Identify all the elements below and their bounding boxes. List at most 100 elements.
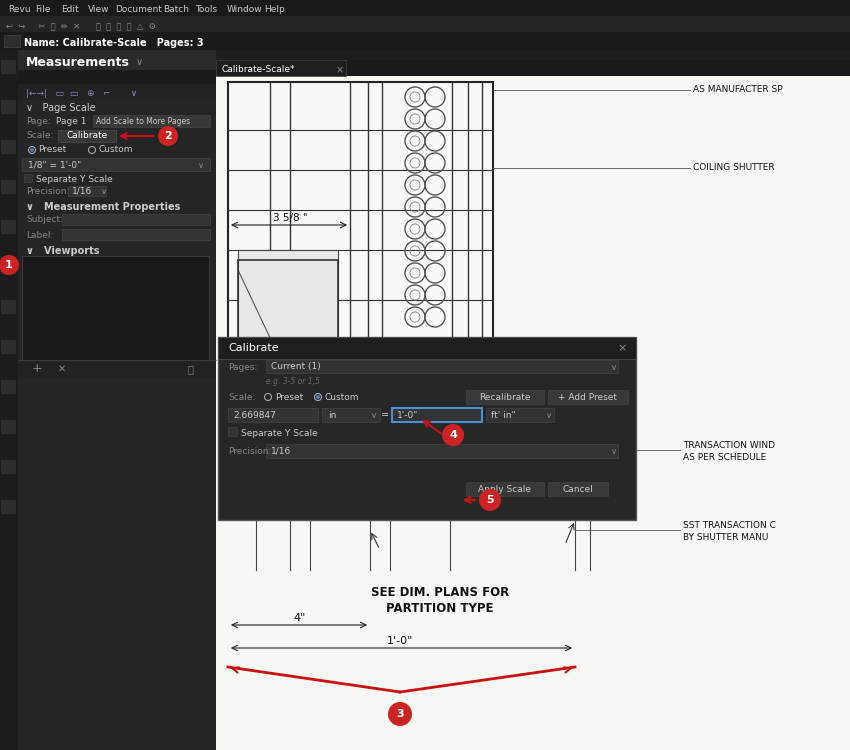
- Text: AS MANUFACTER SP: AS MANUFACTER SP: [693, 86, 783, 94]
- Circle shape: [442, 424, 464, 446]
- Text: ∨   Page Scale: ∨ Page Scale: [26, 103, 95, 113]
- Text: ∨: ∨: [101, 187, 107, 196]
- Text: Measurements: Measurements: [26, 56, 130, 68]
- Text: Scale:: Scale:: [228, 392, 255, 401]
- Bar: [218, 337, 636, 520]
- Text: Precision:: Precision:: [26, 187, 70, 196]
- Bar: [0, 0, 850, 16]
- Text: 1/8" = 1'-0": 1/8" = 1'-0": [28, 160, 82, 170]
- Bar: [18, 212, 216, 227]
- Text: Recalibrate: Recalibrate: [479, 392, 530, 401]
- Bar: [22, 256, 209, 360]
- Text: Preset: Preset: [275, 392, 303, 401]
- Text: ∨: ∨: [371, 410, 377, 419]
- Bar: [62, 229, 210, 240]
- Bar: [466, 390, 544, 404]
- Bar: [216, 60, 346, 76]
- Bar: [18, 172, 216, 184]
- Text: 1'-0": 1'-0": [397, 410, 418, 419]
- Bar: [18, 70, 216, 84]
- Bar: [466, 482, 544, 496]
- Text: 3: 3: [396, 709, 404, 719]
- Text: AS PER SCHEDULE: AS PER SCHEDULE: [683, 452, 766, 461]
- Bar: [22, 158, 210, 171]
- Text: Label:: Label:: [26, 230, 54, 239]
- Text: 1: 1: [5, 260, 13, 270]
- Bar: [1, 60, 16, 74]
- Text: Document: Document: [116, 5, 162, 14]
- Text: Preset: Preset: [38, 146, 66, 154]
- Text: 4": 4": [294, 613, 306, 623]
- Text: =: =: [381, 410, 389, 420]
- Bar: [228, 427, 237, 436]
- Bar: [18, 144, 216, 157]
- Text: ∨: ∨: [136, 57, 143, 67]
- Text: PARTITION TYPE: PARTITION TYPE: [386, 602, 494, 614]
- Text: ✕: ✕: [58, 364, 66, 374]
- Text: Help: Help: [264, 5, 285, 14]
- Bar: [486, 408, 554, 422]
- Bar: [266, 360, 618, 373]
- Circle shape: [158, 126, 178, 146]
- Text: TRANSACTION WIND: TRANSACTION WIND: [683, 440, 775, 449]
- Circle shape: [316, 395, 320, 399]
- Text: Cancel: Cancel: [563, 484, 593, 494]
- Text: 5: 5: [486, 495, 494, 505]
- Text: Calibrate: Calibrate: [66, 131, 108, 140]
- Text: e.g. 3-5 or 1,5: e.g. 3-5 or 1,5: [266, 376, 320, 386]
- Text: Separate Y Scale: Separate Y Scale: [36, 175, 113, 184]
- Text: ↩  ↪     ✂  ⬜  ✏  ✕      🔔  ⬜  🔗  ⬜  △  ⚙: ↩ ↪ ✂ ⬜ ✏ ✕ 🔔 ⬜ 🔗 ⬜ △ ⚙: [6, 22, 156, 31]
- Bar: [18, 184, 216, 198]
- Text: Window: Window: [227, 5, 263, 14]
- Text: ×: ×: [617, 343, 626, 353]
- Text: SST TRANSACTION C: SST TRANSACTION C: [683, 520, 776, 530]
- Bar: [1, 500, 16, 514]
- Bar: [18, 360, 216, 378]
- Text: Page 1: Page 1: [56, 116, 87, 125]
- Bar: [4, 35, 20, 47]
- Bar: [350, 395, 490, 430]
- Text: Precision:: Precision:: [228, 446, 271, 455]
- Text: Revu: Revu: [8, 5, 31, 14]
- Bar: [216, 76, 850, 750]
- Bar: [68, 186, 106, 196]
- Text: 4: 4: [449, 430, 457, 440]
- Bar: [218, 337, 636, 359]
- Text: ×: ×: [336, 65, 344, 75]
- Text: 🗑: 🗑: [188, 364, 194, 374]
- Text: Subject:: Subject:: [26, 215, 63, 224]
- Text: Apply Scale: Apply Scale: [479, 484, 531, 494]
- Bar: [1, 300, 16, 314]
- Text: |←→|   ▭  ▭   ⊕   ⌐       ∨: |←→| ▭ ▭ ⊕ ⌐ ∨: [26, 88, 138, 98]
- Bar: [228, 82, 493, 432]
- Text: ∨: ∨: [611, 362, 617, 371]
- Bar: [1, 260, 16, 274]
- Circle shape: [0, 255, 19, 275]
- Bar: [1, 420, 16, 434]
- Bar: [18, 84, 216, 100]
- Bar: [62, 214, 210, 225]
- Bar: [228, 408, 318, 422]
- Circle shape: [30, 148, 34, 152]
- Text: ft' in": ft' in": [491, 410, 516, 419]
- Bar: [548, 390, 628, 404]
- Text: +: +: [32, 362, 42, 376]
- Circle shape: [388, 702, 412, 726]
- Bar: [1, 460, 16, 474]
- Text: Page:: Page:: [26, 116, 51, 125]
- Bar: [266, 444, 618, 458]
- Text: ∨: ∨: [198, 160, 204, 170]
- Text: Edit: Edit: [61, 5, 79, 14]
- Bar: [216, 60, 850, 76]
- Bar: [1, 100, 16, 114]
- Bar: [18, 50, 216, 70]
- Bar: [58, 130, 116, 142]
- Text: Pages:: Pages:: [228, 362, 258, 371]
- Text: Calibrate-Scale*: Calibrate-Scale*: [222, 65, 296, 74]
- Text: Name: Calibrate-Scale   Pages: 3: Name: Calibrate-Scale Pages: 3: [24, 38, 204, 48]
- Bar: [1, 220, 16, 234]
- Text: Add Scale to More Pages: Add Scale to More Pages: [96, 116, 190, 125]
- Text: 1/16: 1/16: [271, 446, 292, 455]
- Bar: [0, 50, 18, 750]
- Text: ∨   Viewports: ∨ Viewports: [26, 246, 99, 256]
